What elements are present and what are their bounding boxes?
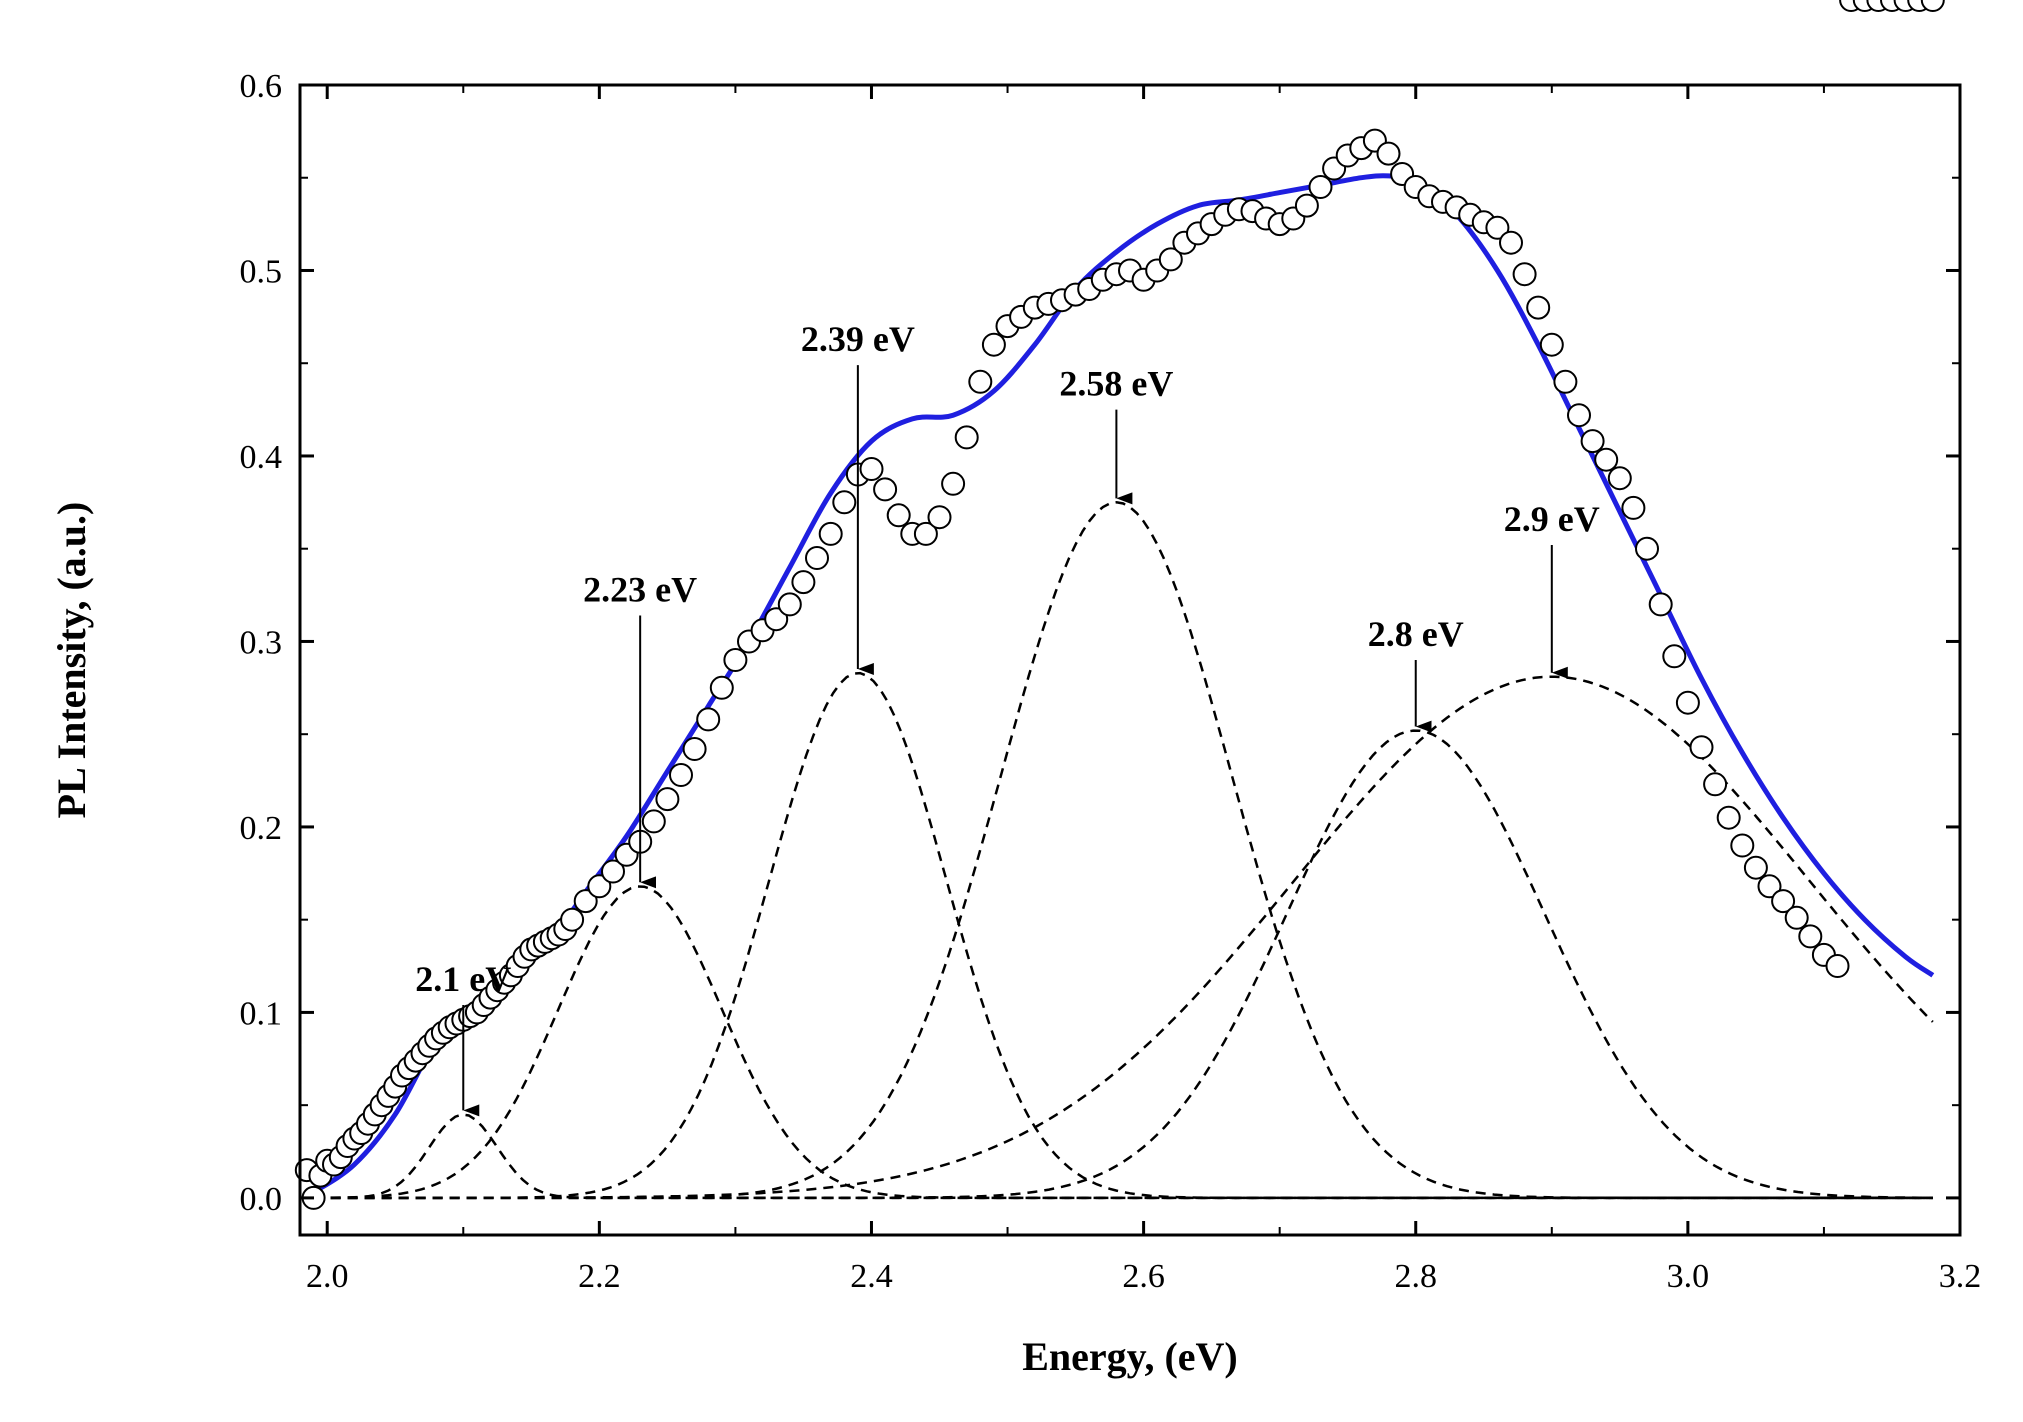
data-point	[764, 607, 789, 632]
data-point	[1294, 193, 1319, 218]
gaussian-component-curve	[313, 1113, 1933, 1200]
data-point	[1594, 447, 1619, 472]
peak-label: 2.58 eV	[1059, 364, 1173, 404]
data-point	[1635, 536, 1659, 561]
data-point	[954, 425, 979, 450]
y-axis-title: PL Intensity, (a.u.)	[49, 502, 94, 819]
data-point	[832, 490, 857, 515]
x-tick-label: 3.0	[1667, 1258, 1710, 1295]
data-point	[1730, 833, 1755, 858]
data-point	[777, 592, 802, 617]
data-point	[696, 707, 721, 732]
data-point	[1376, 141, 1401, 166]
data-point	[1757, 874, 1782, 899]
y-tick-label: 0.0	[240, 1181, 283, 1218]
y-tick-label: 0.6	[240, 68, 283, 105]
data-point	[1648, 592, 1673, 617]
data-point	[927, 505, 952, 530]
x-tick-label: 3.2	[1939, 1258, 1982, 1295]
y-tick-label: 0.5	[240, 253, 283, 290]
data-point	[886, 503, 911, 528]
data-point	[1784, 905, 1809, 930]
data-point	[1703, 772, 1728, 797]
data-point	[1621, 495, 1646, 520]
data-point	[1798, 924, 1823, 949]
fit-curve	[312, 173, 1935, 1195]
y-tick-label: 0.3	[240, 624, 283, 661]
data-point	[791, 570, 816, 595]
data-point	[669, 763, 693, 787]
data-point	[1689, 735, 1714, 760]
data-point	[1499, 230, 1523, 255]
data-point	[601, 859, 625, 884]
gaussian-component-curve	[313, 729, 1933, 1200]
x-tick-label: 2.4	[850, 1258, 893, 1295]
x-tick-label: 2.0	[306, 1258, 349, 1295]
data-point	[873, 477, 898, 502]
axis-ticks: 2.0 2.2 2.4 2.6 2.8 3.0 3.2 0.0 0.1 0.2 0.3 0.4 0.5 0…	[240, 68, 1982, 1295]
data-point	[1580, 429, 1605, 454]
data-point	[1567, 403, 1591, 428]
x-tick-label: 2.2	[578, 1258, 621, 1295]
data-point	[1675, 690, 1700, 715]
gaussian-components	[313, 501, 1934, 1200]
data-point	[1662, 644, 1687, 669]
x-tick-label: 2.8	[1394, 1258, 1437, 1295]
gaussian-component-curve	[313, 501, 1933, 1200]
data-point	[1539, 332, 1564, 357]
data-point	[723, 648, 748, 672]
data-point	[1158, 247, 1183, 272]
data-point	[818, 521, 843, 546]
data-point	[941, 471, 966, 496]
data-point	[981, 332, 1006, 357]
y-tick-label: 0.4	[240, 439, 283, 476]
data-point	[1743, 855, 1768, 880]
data-point	[709, 675, 734, 700]
data-point	[655, 787, 680, 812]
data-point	[1526, 295, 1551, 320]
data-point	[968, 369, 993, 394]
data-point	[1716, 805, 1741, 830]
data-point	[1607, 466, 1632, 491]
data-point	[1920, 0, 1945, 12]
data-point	[859, 457, 884, 481]
data-points-layer	[294, 0, 1945, 1210]
peak-label: 2.9 eV	[1504, 499, 1600, 539]
data-point	[805, 546, 829, 570]
data-point	[1512, 262, 1537, 287]
data-point	[1553, 369, 1578, 394]
x-tick-label: 2.6	[1122, 1258, 1165, 1295]
data-point	[641, 809, 666, 834]
data-point	[1825, 954, 1850, 978]
data-point	[1308, 175, 1333, 199]
fit-layer	[312, 173, 1935, 1195]
y-tick-label: 0.2	[240, 810, 283, 847]
data-point	[913, 521, 938, 546]
plot-frame	[298, 83, 1962, 1237]
x-axis-title: Energy, (eV)	[1022, 1334, 1238, 1379]
data-point	[682, 737, 707, 761]
gaussian-component-curve	[313, 675, 1934, 1200]
peak-label: 2.23 eV	[583, 569, 697, 609]
peak-label: 2.39 eV	[801, 319, 915, 359]
data-point	[1771, 889, 1796, 914]
data-point	[1485, 215, 1510, 240]
peak-annotations: 2.1 eV 2.23 eV 2.39 eV 2.58 eV 2.8 eV 2.9 eV	[415, 319, 1600, 1117]
peak-label: 2.1 eV	[415, 959, 511, 999]
peak-label: 2.8 eV	[1368, 614, 1464, 654]
data-point	[573, 889, 598, 914]
data-point	[587, 874, 612, 899]
y-tick-label: 0.1	[240, 995, 283, 1032]
data-point	[560, 907, 585, 932]
